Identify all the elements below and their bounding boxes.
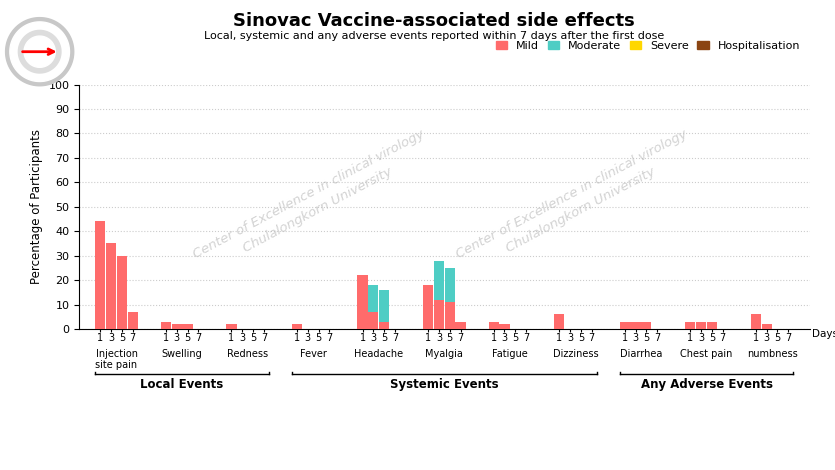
Bar bbox=[368, 312, 378, 329]
Bar bbox=[128, 312, 138, 329]
Text: Chest pain: Chest pain bbox=[681, 349, 733, 359]
Bar bbox=[620, 321, 630, 329]
Bar bbox=[434, 300, 444, 329]
Polygon shape bbox=[10, 22, 69, 81]
Text: Myalgia: Myalgia bbox=[425, 349, 463, 359]
Text: Fatigue: Fatigue bbox=[492, 349, 528, 359]
Text: Injection
site pain: Injection site pain bbox=[95, 349, 138, 370]
Bar bbox=[95, 221, 105, 329]
Bar bbox=[423, 285, 433, 329]
Bar bbox=[226, 324, 236, 329]
Bar bbox=[379, 290, 389, 321]
Text: Center of Excellence in clinical virology
Chulalongkorn University: Center of Excellence in clinical virolog… bbox=[191, 127, 435, 277]
Bar bbox=[172, 324, 182, 329]
Bar bbox=[357, 275, 367, 329]
Text: Fever: Fever bbox=[300, 349, 326, 359]
Bar bbox=[499, 324, 509, 329]
Text: Days: Days bbox=[812, 329, 835, 339]
Y-axis label: Percentage of Participants: Percentage of Participants bbox=[30, 129, 43, 284]
Text: Local Events: Local Events bbox=[140, 378, 224, 391]
Text: Any Adverse Events: Any Adverse Events bbox=[640, 378, 772, 391]
Text: numbness: numbness bbox=[746, 349, 797, 359]
Text: Headache: Headache bbox=[354, 349, 403, 359]
Bar bbox=[444, 268, 455, 302]
Text: Sinovac Vaccine-associated side effects: Sinovac Vaccine-associated side effects bbox=[233, 12, 635, 30]
Bar bbox=[379, 321, 389, 329]
Bar bbox=[292, 324, 302, 329]
Bar bbox=[434, 260, 444, 300]
Polygon shape bbox=[6, 18, 73, 86]
Text: Center of Excellence in clinical virology
Chulalongkorn University: Center of Excellence in clinical virolog… bbox=[454, 127, 698, 277]
Bar bbox=[368, 285, 378, 312]
Bar bbox=[488, 321, 498, 329]
Bar bbox=[554, 314, 564, 329]
Bar bbox=[696, 321, 706, 329]
Text: สนับสนุนโดย สำนักงานการวิจัยแห่งชาติ (วช.) สำนักงานปลัดกระทรวง อว. กรมการแพทย์ ก: สนับสนุนโดย สำนักงานการวิจัยแห่งชาติ (วช… bbox=[8, 453, 798, 460]
Bar bbox=[707, 321, 717, 329]
Bar bbox=[117, 256, 127, 329]
Bar bbox=[444, 302, 455, 329]
Text: Dizziness: Dizziness bbox=[553, 349, 598, 359]
Bar bbox=[455, 321, 466, 329]
Bar bbox=[686, 321, 696, 329]
Bar bbox=[106, 243, 116, 329]
Text: Diarrhea: Diarrhea bbox=[620, 349, 662, 359]
Text: Redness: Redness bbox=[227, 349, 268, 359]
Bar bbox=[762, 324, 772, 329]
Text: Systemic Events: Systemic Events bbox=[390, 378, 498, 391]
Legend: Mild, Moderate, Severe, Hospitalisation: Mild, Moderate, Severe, Hospitalisation bbox=[492, 36, 804, 55]
Bar bbox=[630, 321, 640, 329]
Bar bbox=[182, 324, 193, 329]
Bar bbox=[751, 314, 761, 329]
Text: Swelling: Swelling bbox=[162, 349, 202, 359]
Polygon shape bbox=[24, 36, 55, 67]
Polygon shape bbox=[18, 31, 61, 73]
Text: Local, systemic and any adverse events reported within 7 days after the first do: Local, systemic and any adverse events r… bbox=[204, 31, 665, 40]
Bar bbox=[641, 321, 651, 329]
Bar bbox=[161, 321, 171, 329]
